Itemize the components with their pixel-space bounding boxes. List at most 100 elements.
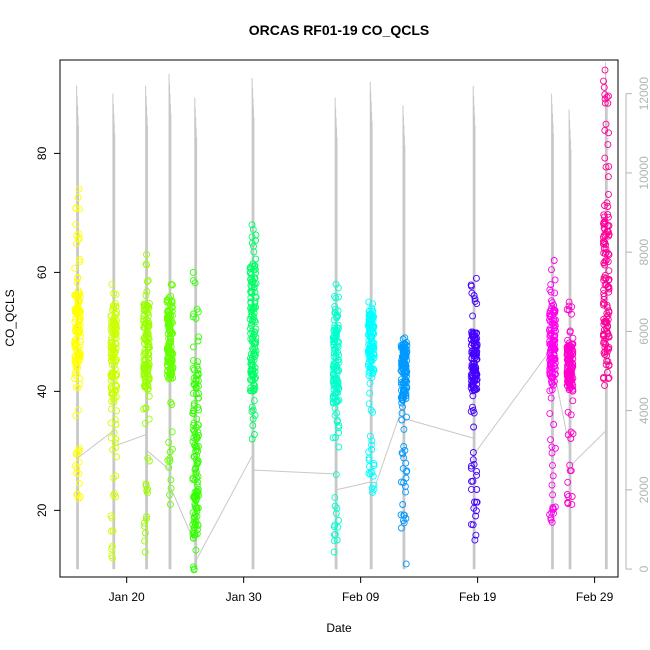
data-point [247,288,255,296]
data-point [113,307,121,315]
data-point [472,363,479,371]
data-point [605,129,613,137]
data-point [600,220,607,228]
data-point [164,355,172,363]
data-point [469,333,477,341]
data-point [330,349,338,357]
data-point [166,448,174,456]
data-point [113,317,121,325]
data-point [167,484,175,492]
data-point [368,305,376,312]
data-point [73,232,81,240]
data-point [146,299,153,307]
data-point [143,513,150,520]
data-point [189,364,197,372]
data-point [168,401,176,408]
data-point [73,240,81,248]
data-point [546,325,554,333]
data-point [168,428,176,436]
data-point [192,464,200,472]
data-point [551,289,559,297]
data-point [144,489,151,497]
data-point [365,368,373,376]
data-point [193,507,201,515]
data-point [166,454,174,462]
data-point [605,163,613,171]
data-point [329,434,337,442]
data-point [602,163,610,171]
data-point [334,523,342,531]
data-point [76,351,83,359]
data-point [194,457,202,465]
data-point [250,331,258,339]
data-point [397,511,405,519]
data-point [335,517,343,524]
data-point [401,446,409,454]
data-point [190,566,198,574]
altitude-connector [569,430,607,467]
data-point [564,336,572,344]
data-point [567,467,575,475]
data-point [194,337,202,345]
altitude-trace-9 [402,105,406,570]
data-point [369,472,377,480]
data-point [548,378,555,386]
data-point [109,352,117,360]
data-point [252,293,260,301]
data-point [248,403,256,411]
data-point [548,266,555,274]
data-point [547,305,555,313]
data-point [72,371,80,379]
altitude-connector [335,481,372,491]
data-point [402,353,410,361]
data-point [192,375,200,383]
co-series-flight-1 [71,185,84,502]
data-point [600,245,608,253]
data-point [331,333,339,341]
data-point [605,333,613,341]
data-point [107,434,115,442]
data-point [72,412,80,420]
data-point [141,522,149,530]
data-point [144,337,151,345]
data-point [550,421,558,428]
data-point [549,461,556,469]
y-tick-label: 80 [35,146,49,160]
plot-area [71,61,613,574]
data-point [604,357,612,365]
data-point [601,202,608,209]
data-point [144,277,152,284]
data-point [397,524,405,532]
data-point [167,363,175,371]
data-point [192,384,200,392]
data-point [467,464,475,472]
data-point [331,502,339,510]
data-point [74,194,82,201]
data-point [600,274,608,282]
data-point [195,492,203,500]
data-point [567,371,575,378]
data-point [107,419,115,427]
data-point [141,301,149,309]
data-point [400,519,408,527]
data-point [604,311,612,319]
data-point [470,409,478,417]
altitude-connector [77,430,115,459]
data-point [195,333,203,341]
data-point [397,478,405,486]
data-point [112,303,120,311]
data-point [469,362,476,370]
altitude-connector [473,346,553,455]
data-point [602,341,610,349]
data-point [144,317,152,325]
data-point [108,545,116,553]
data-point [71,341,79,349]
axes: Jan 20 Jan 30 Feb 09 Feb 19 Feb 29 20 40 60 80 0 2… [35,77,650,604]
data-point [602,361,610,369]
data-point [251,288,259,296]
altitude-trace-13 [604,61,608,570]
data-point [601,154,609,162]
data-point [74,352,82,360]
data-point [604,258,612,266]
data-point [190,524,198,532]
